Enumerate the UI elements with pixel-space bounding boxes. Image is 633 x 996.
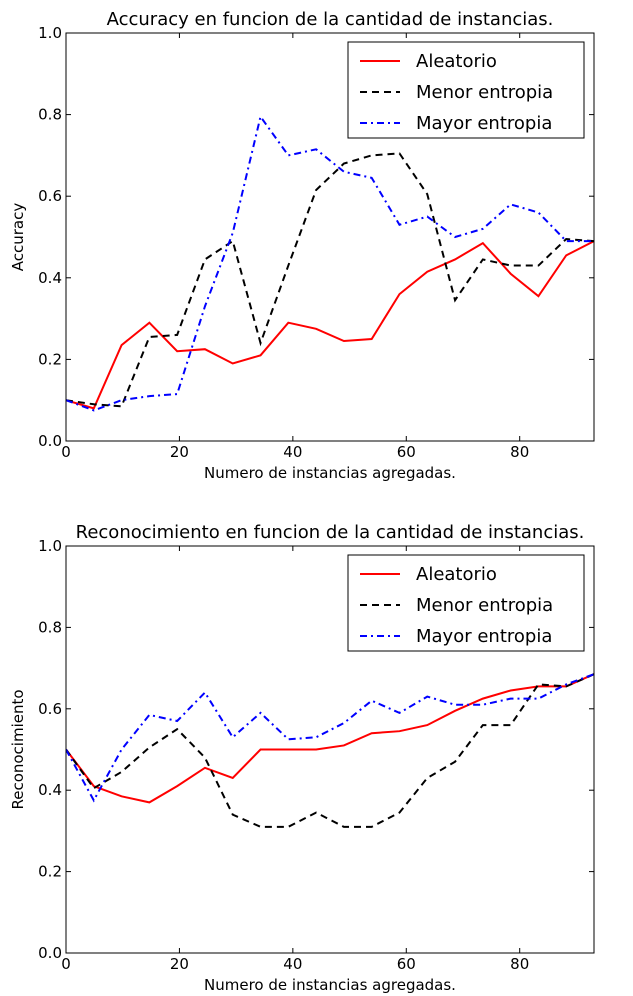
data-line xyxy=(66,240,594,410)
data-line xyxy=(66,673,594,804)
y-tick-label: 0.6 xyxy=(38,187,62,205)
legend-label: Menor entropia xyxy=(416,82,553,103)
x-axis-label: Numero de instancias agregadas. xyxy=(204,464,456,482)
x-tick-label: 80 xyxy=(510,955,529,973)
x-tick-label: 40 xyxy=(283,955,302,973)
y-tick-label: 0.8 xyxy=(38,618,62,636)
data-line xyxy=(66,673,594,803)
x-tick-label: 20 xyxy=(170,443,189,461)
y-tick-label: 0.2 xyxy=(38,350,62,368)
legend-label: Menor entropia xyxy=(416,595,553,616)
x-tick-label: 0 xyxy=(61,443,71,461)
x-tick-label: 60 xyxy=(397,443,416,461)
plot-frame xyxy=(65,32,595,442)
y-tick-label: 1.0 xyxy=(38,537,62,555)
y-axis-label: Reconocimiento xyxy=(9,689,27,809)
chart-title: Reconocimiento en funcion de la cantidad… xyxy=(76,522,585,543)
data-line xyxy=(66,152,594,408)
y-tick-label: 0.2 xyxy=(38,863,62,881)
data-line xyxy=(66,673,594,828)
legend-label: Mayor entropia xyxy=(416,626,552,647)
x-tick-label: 0 xyxy=(61,955,71,973)
legend-box xyxy=(347,41,585,139)
legend-box xyxy=(347,554,585,652)
legend-label: Mayor entropia xyxy=(416,113,552,134)
y-tick-label: 0.0 xyxy=(38,432,62,450)
x-tick-label: 80 xyxy=(510,443,529,461)
chart-title: Accuracy en funcion de la cantidad de in… xyxy=(107,9,554,30)
y-tick-label: 0.6 xyxy=(38,700,62,718)
x-tick-label: 60 xyxy=(397,955,416,973)
data-line xyxy=(66,114,594,412)
y-tick-label: 1.0 xyxy=(38,24,62,42)
y-tick-label: 0.4 xyxy=(38,269,62,287)
plot-frame xyxy=(65,545,595,954)
legend-label: Aleatorio xyxy=(416,51,497,72)
x-axis-label: Numero de instancias agregadas. xyxy=(204,976,456,994)
y-tick-label: 0.8 xyxy=(38,106,62,124)
y-tick-label: 0.4 xyxy=(38,781,62,799)
x-tick-label: 20 xyxy=(170,955,189,973)
legend-label: Aleatorio xyxy=(416,564,497,585)
y-tick-label: 0.0 xyxy=(38,944,62,962)
x-tick-label: 40 xyxy=(283,443,302,461)
y-axis-label: Accuracy xyxy=(9,203,27,272)
